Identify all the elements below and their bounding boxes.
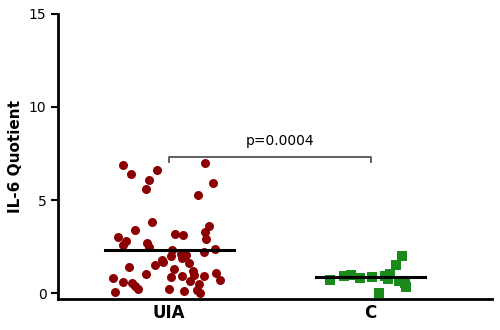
Point (190, 272, 198, 277)
Point (142, 240, 150, 246)
Point (158, 257, 166, 262)
Point (202, 237, 210, 242)
Point (128, 171, 136, 177)
Point (111, 290, 119, 295)
Point (190, 268, 198, 274)
Point (142, 271, 150, 276)
Point (153, 168, 161, 173)
Point (374, 291, 382, 296)
Point (119, 242, 127, 248)
Point (368, 275, 376, 280)
Point (201, 229, 209, 234)
Point (118, 280, 126, 285)
Point (165, 287, 173, 292)
Point (180, 233, 188, 238)
Point (170, 266, 178, 272)
Point (168, 248, 175, 253)
Point (128, 280, 136, 285)
Point (131, 227, 139, 233)
Point (346, 272, 354, 277)
Point (114, 235, 122, 240)
Point (402, 284, 410, 289)
Point (200, 249, 207, 255)
Point (384, 277, 392, 282)
Point (206, 223, 214, 229)
Point (120, 162, 128, 167)
Point (151, 263, 159, 268)
Point (386, 271, 394, 276)
Point (170, 231, 178, 236)
Point (178, 273, 186, 278)
Point (216, 278, 224, 283)
Point (356, 276, 364, 281)
Point (212, 246, 220, 251)
Point (394, 279, 402, 284)
Point (194, 192, 202, 197)
Point (131, 283, 139, 288)
Point (148, 220, 156, 225)
Text: p=0.0004: p=0.0004 (246, 134, 314, 148)
Point (398, 253, 406, 259)
Point (176, 251, 184, 257)
Point (212, 270, 220, 275)
Point (182, 252, 190, 258)
Point (109, 276, 117, 281)
Point (202, 160, 209, 165)
Point (200, 274, 208, 279)
Point (125, 265, 133, 270)
Point (166, 253, 174, 259)
Point (158, 259, 166, 264)
Point (402, 280, 409, 285)
Y-axis label: IL-6 Quotient: IL-6 Quotient (8, 100, 24, 213)
Point (178, 255, 186, 260)
Point (122, 239, 130, 244)
Point (380, 274, 388, 279)
Point (326, 278, 334, 283)
Point (194, 281, 202, 286)
Point (186, 279, 194, 284)
Point (392, 263, 400, 268)
Point (208, 181, 216, 186)
Point (145, 244, 153, 249)
Point (340, 273, 347, 278)
Point (194, 288, 202, 293)
Point (196, 291, 204, 296)
Point (180, 289, 188, 294)
Point (134, 286, 142, 291)
Point (142, 186, 150, 191)
Point (166, 275, 174, 280)
Point (146, 177, 154, 182)
Point (185, 261, 193, 266)
